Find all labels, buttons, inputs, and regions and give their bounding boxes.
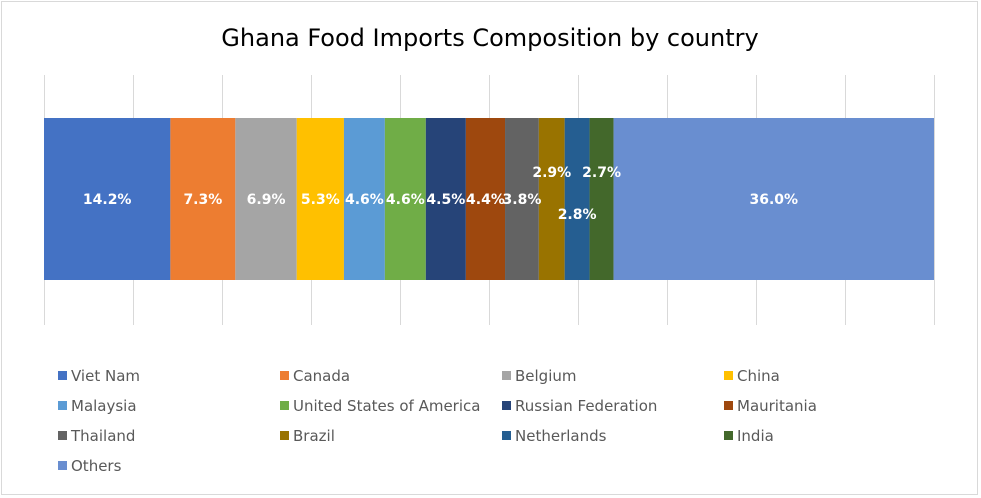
legend-item: Others [58, 457, 122, 475]
data-label: 6.9% [247, 192, 286, 208]
data-labels: 14.2% 7.3% 6.9% 5.3% 4.6% 4.6% 4.5% 4.4%3.8%2.9… [83, 165, 798, 223]
bar-segment-thailand [505, 118, 539, 280]
legend-item: Brazil [280, 427, 335, 445]
data-label: 4.4% [466, 192, 505, 208]
bar-segment-netherlands [564, 118, 590, 280]
legend-label: United States of America [293, 397, 480, 415]
legend-swatch [502, 371, 511, 380]
data-label: 2.7% [582, 165, 621, 181]
legend-label: Thailand [70, 427, 135, 445]
bar-segment-canada [170, 118, 236, 280]
legend-swatch [58, 401, 67, 410]
legend-label: Canada [293, 367, 350, 385]
legend-swatch [58, 431, 67, 440]
legend-swatch [280, 371, 289, 380]
legend-label: Malaysia [71, 397, 137, 415]
legend-label: Viet Nam [71, 367, 140, 385]
bar-segment-mauritania [465, 118, 506, 280]
legend-swatch [58, 371, 67, 380]
legend-swatch [502, 401, 511, 410]
legend-label: Belgium [515, 367, 577, 385]
legend-label: Netherlands [515, 427, 607, 445]
bar-segment-united-states-of-america [384, 118, 426, 280]
bar-segment-china [296, 118, 344, 280]
legend-label: Others [71, 457, 122, 475]
legend-swatch [724, 431, 733, 440]
legend-item: Netherlands [502, 427, 607, 445]
bar-segment-belgium [235, 118, 297, 280]
data-label: 36.0% [750, 192, 799, 208]
legend-label: Brazil [293, 427, 335, 445]
data-label: 2.9% [532, 165, 571, 181]
legend-item: China [724, 367, 780, 385]
legend-swatch [280, 401, 289, 410]
legend-item: Belgium [502, 367, 577, 385]
legend-label: Russian Federation [515, 397, 657, 415]
legend-label: China [737, 367, 780, 385]
legend-label: Mauritania [737, 397, 817, 415]
data-label: 7.3% [183, 192, 222, 208]
bar-segment-viet-nam [44, 118, 171, 280]
legend-item: Russian Federation [502, 397, 657, 415]
bar-segment-brazil [538, 118, 565, 280]
legend-swatch [280, 431, 289, 440]
data-label: 5.3% [301, 192, 340, 208]
data-label: 14.2% [83, 192, 132, 208]
legend-item: Viet Nam [58, 367, 140, 385]
bar-segment-russian-federation [425, 118, 466, 280]
legend-item: Mauritania [724, 397, 817, 415]
legend-item: United States of America [280, 397, 480, 415]
legend-swatch [58, 461, 67, 470]
bar-segment-others [613, 118, 934, 280]
bar-segment-malaysia [343, 118, 385, 280]
data-label: 4.5% [426, 192, 465, 208]
legend-swatch [724, 371, 733, 380]
bar-segment-india [589, 118, 614, 280]
legend-label: India [737, 427, 774, 445]
stacked-bar [44, 118, 934, 280]
data-label: 2.8% [558, 207, 597, 223]
data-label: 4.6% [345, 192, 384, 208]
legend-item: Canada [280, 367, 350, 385]
legend: Viet Nam Canada Belgium China Malaysia United… [58, 367, 817, 475]
chart-title: Ghana Food Imports Composition by countr… [221, 24, 758, 52]
legend-swatch [502, 431, 511, 440]
legend-item: Thailand [58, 427, 135, 445]
data-label: 3.8% [503, 192, 542, 208]
legend-item: Malaysia [58, 397, 137, 415]
legend-swatch [724, 401, 733, 410]
legend-item: India [724, 427, 774, 445]
data-label: 4.6% [386, 192, 425, 208]
